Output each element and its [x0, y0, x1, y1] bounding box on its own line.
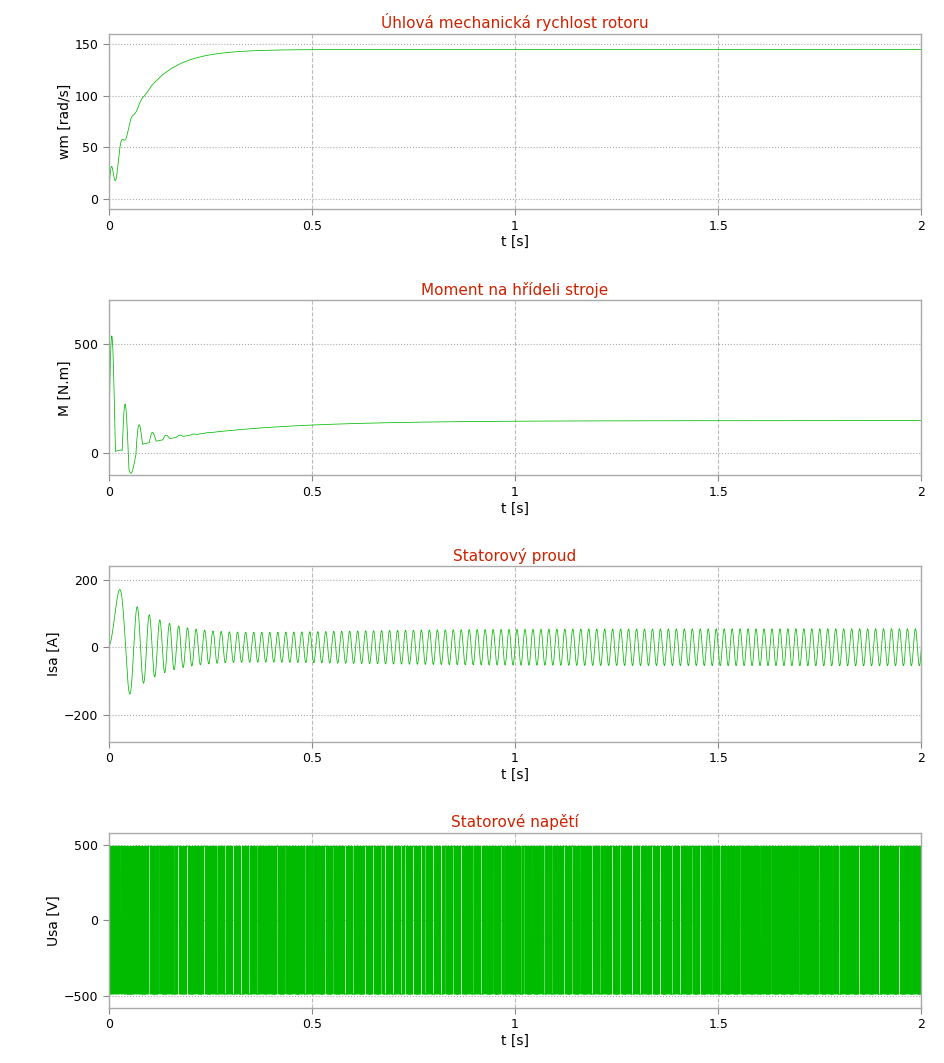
X-axis label: t [s]: t [s] — [500, 1034, 529, 1048]
X-axis label: t [s]: t [s] — [500, 235, 529, 250]
Title: Moment na hřídeli stroje: Moment na hřídeli stroje — [421, 282, 608, 298]
Y-axis label: Isa [A]: Isa [A] — [47, 631, 61, 676]
Title: Úhlová mechanická rychlost rotoru: Úhlová mechanická rychlost rotoru — [380, 14, 649, 32]
Title: Statorový proud: Statorový proud — [453, 547, 576, 563]
X-axis label: t [s]: t [s] — [500, 767, 529, 781]
Title: Statorové napětí: Statorové napětí — [450, 814, 579, 830]
Y-axis label: wm [rad/s]: wm [rad/s] — [58, 84, 72, 159]
X-axis label: t [s]: t [s] — [500, 502, 529, 516]
Y-axis label: M [N.m]: M [N.m] — [58, 360, 72, 416]
Y-axis label: Usa [V]: Usa [V] — [47, 895, 61, 945]
